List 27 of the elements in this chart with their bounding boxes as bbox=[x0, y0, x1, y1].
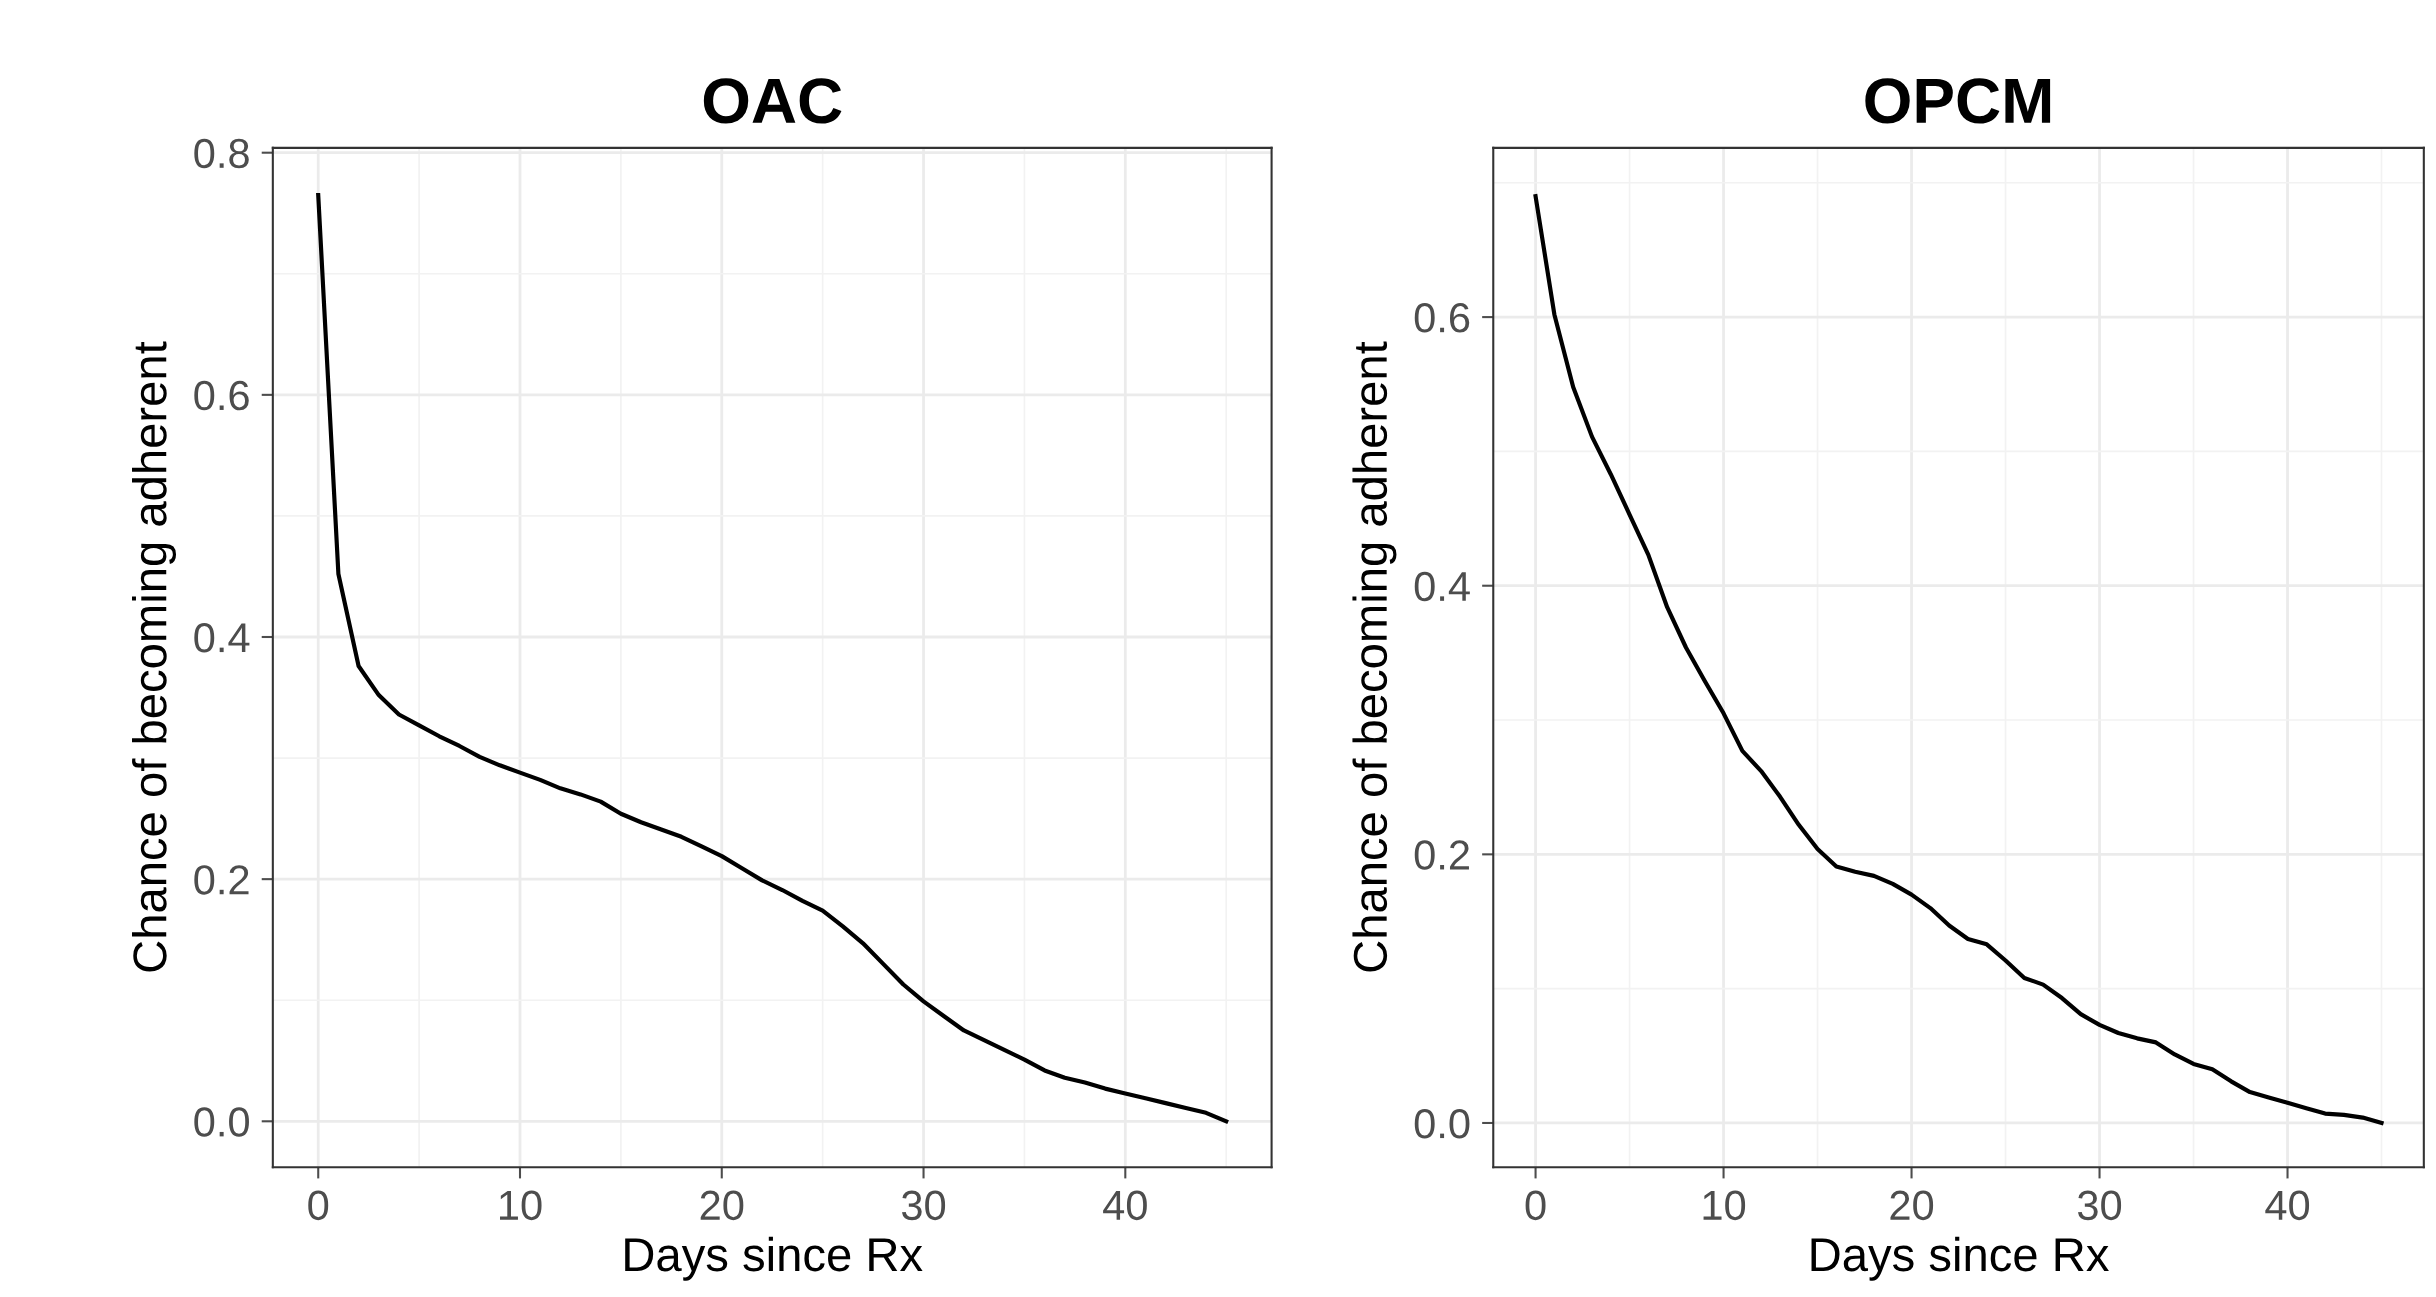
y-axis-title: Chance of becoming adherent bbox=[132, 341, 177, 972]
x-tick-label: 10 bbox=[500, 1190, 542, 1221]
y-tick-label: 0.6 bbox=[1414, 303, 1470, 333]
line-series bbox=[1533, 194, 2384, 1126]
x-axis-title: Days since Rx bbox=[1811, 1236, 2109, 1281]
line-series bbox=[316, 192, 1229, 1124]
y-tick-label: 0.2 bbox=[194, 865, 249, 895]
y-tick-label: 0.4 bbox=[1414, 571, 1470, 602]
x-tick-label: 10 bbox=[1703, 1190, 1746, 1221]
y-tick-label: 0.0 bbox=[194, 1107, 249, 1137]
x-tick-label: 0 bbox=[1525, 1190, 1546, 1221]
x-tick-label: 30 bbox=[901, 1190, 946, 1221]
y-tick-label: 0.6 bbox=[194, 380, 249, 411]
x-tick-label: 40 bbox=[1103, 1190, 1147, 1221]
x-axis-title: Days since Rx bbox=[625, 1236, 923, 1281]
y-tick-label: 0.4 bbox=[194, 623, 250, 653]
y-axis-title: Chance of becoming adherent bbox=[1352, 341, 1397, 972]
y-tick-label: 0.0 bbox=[1414, 1108, 1470, 1139]
chart-title: OPCM bbox=[1865, 78, 2051, 124]
x-tick-label: 30 bbox=[2077, 1190, 2122, 1221]
x-tick-label: 0 bbox=[308, 1190, 329, 1221]
x-tick-label: 20 bbox=[700, 1190, 744, 1221]
y-tick-label: 0.8 bbox=[194, 138, 249, 169]
x-tick-label: 40 bbox=[2265, 1190, 2310, 1221]
y-tick-label: 0.2 bbox=[1414, 840, 1469, 870]
x-tick-label: 20 bbox=[1890, 1190, 1934, 1221]
chart-title: OAC bbox=[703, 78, 842, 124]
